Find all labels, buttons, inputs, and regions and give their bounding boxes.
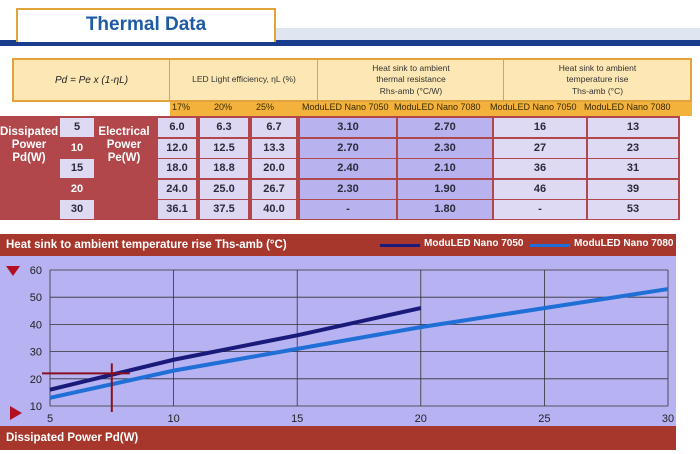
cell-pe-20: 25.0 (200, 179, 248, 199)
x-tick-label: 15 (291, 413, 303, 425)
cell-pd: 30 (60, 200, 94, 219)
cell-pd: 15 (60, 159, 94, 178)
x-tick-label: 20 (415, 413, 427, 425)
cell-r-7080: 2.30 (398, 138, 492, 158)
cell-r-7050: 2.30 (300, 179, 396, 199)
cell-pe-25: 26.7 (252, 179, 296, 199)
eff-17: 17% (172, 102, 191, 112)
cell-pe-25: 6.7 (252, 118, 296, 137)
y-tick-label: 50 (30, 292, 42, 304)
header-band (276, 28, 700, 42)
y-tick-label: 60 (30, 265, 42, 277)
series-line-7080 (49, 287, 669, 400)
cell-t-7050: 46 (494, 179, 586, 199)
legend-swatch-7080 (530, 244, 570, 247)
cell-r-7050: - (300, 200, 396, 219)
cell-pe-25: 40.0 (252, 200, 296, 219)
cell-t-7080: 53 (588, 200, 678, 219)
cell-pe-20: 18.8 (200, 159, 248, 178)
cell-pe-17: 24.0 (158, 179, 196, 199)
sub-t-7050: ModuLED Nano 7050 (490, 102, 577, 112)
eff-25: 25% (256, 102, 275, 112)
page-title: Thermal Data (85, 14, 207, 35)
cell-r-7080: 2.10 (398, 159, 492, 178)
cell-r-7080: 2.70 (398, 118, 492, 137)
x-tick-label: 30 (662, 413, 674, 425)
cell-r-7080: 1.80 (398, 200, 492, 219)
cell-t-7050: 36 (494, 159, 586, 178)
cell-t-7050: 16 (494, 118, 586, 137)
legend-swatch-7050 (380, 244, 420, 247)
chart: 10 20 30 40 50 60 5 10 15 20 25 30 (6, 265, 674, 425)
dissipated-power-label: Dissipated Power Pd(W) (0, 126, 59, 164)
sub-header-row: 17% 20% 25% ModuLED Nano 7050 ModuLED Na… (170, 102, 692, 116)
y-tick-label: 20 (30, 374, 42, 386)
cell-t-7050: - (494, 200, 586, 219)
chart-header (0, 234, 676, 256)
title-box (16, 8, 276, 42)
cell-t-7080: 39 (588, 179, 678, 199)
cell-r-7080: 1.90 (398, 179, 492, 199)
cell-pe-25: 13.3 (252, 138, 296, 158)
header-temp-rise: Heat sink to ambient temperature rise Th… (503, 60, 691, 100)
cell-pe-20: 12.5 (200, 138, 248, 158)
cell-r-7050: 2.70 (300, 138, 396, 158)
cell-pe-20: 6.3 (200, 118, 248, 137)
series-line-7050 (49, 306, 422, 392)
table-header: Pd = Pe x (1-ηL) LED Light efficiency, η… (12, 58, 692, 102)
cell-t-7080: 31 (588, 159, 678, 178)
cell-pe-17: 6.0 (158, 118, 196, 137)
cell-t-7080: 23 (588, 138, 678, 158)
y-axis-arrow (6, 266, 20, 276)
y-tick-label: 10 (30, 401, 42, 413)
cell-pd: 20 (60, 179, 94, 199)
header-rule (0, 40, 700, 46)
cell-pe-17: 36.1 (158, 200, 196, 219)
cell-pe-20: 37.5 (200, 200, 248, 219)
header-efficiency: LED Light efficiency, ηL (%) (169, 60, 318, 100)
table-body: Dissipated Power Pd(W) Electrical Power … (0, 116, 680, 220)
formula: Pd = Pe x (1-ηL) (54, 74, 129, 86)
x-tick-label: 10 (167, 413, 179, 425)
y-tick-label: 30 (30, 347, 42, 359)
chart-title: Heat sink to ambient temperature rise Th… (6, 239, 287, 251)
electrical-power-label: Electrical Power Pe(W) (98, 126, 150, 164)
chart-footer (0, 426, 676, 450)
legend-label-7050: ModuLED Nano 7050 (424, 238, 524, 249)
cell-r-7050: 2.40 (300, 159, 396, 178)
cell-pd: 5 (60, 118, 94, 137)
legend-label-7080: ModuLED Nano 7080 (574, 238, 674, 249)
cell-t-7050: 27 (494, 138, 586, 158)
sub-t-7080: ModuLED Nano 7080 (584, 102, 671, 112)
eff-20: 20% (214, 102, 233, 112)
cell-pe-17: 18.0 (158, 159, 196, 178)
cell-r-7050: 3.10 (300, 118, 396, 137)
cell-t-7080: 13 (588, 118, 678, 137)
x-tick-label: 5 (47, 413, 53, 425)
cell-pe-17: 12.0 (158, 138, 196, 158)
sub-r-7080: ModuLED Nano 7080 (394, 102, 481, 112)
x-axis-label: Dissipated Power Pd(W) (6, 432, 139, 444)
y-tick-label: 40 (30, 319, 42, 331)
cell-pe-25: 20.0 (252, 159, 296, 178)
header-resistance: Heat sink to ambient thermal resistance … (317, 60, 504, 100)
sub-r-7050: ModuLED Nano 7050 (302, 102, 389, 112)
cell-pd: 10 (60, 138, 94, 158)
x-tick-label: 25 (538, 413, 550, 425)
x-axis-arrow (10, 406, 22, 420)
